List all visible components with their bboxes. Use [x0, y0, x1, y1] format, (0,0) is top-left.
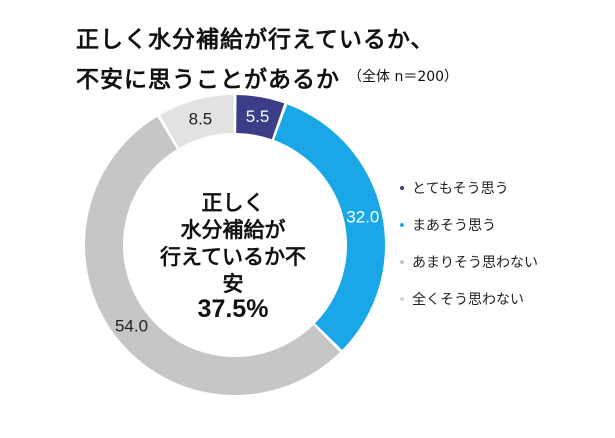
donut-center-caption: 正しく水分補給が行えているか不安: [150, 190, 316, 298]
title-line-2: 不安に思うことがあるか: [76, 67, 340, 93]
chart-title: 正しく水分補給が行えているか、 不安に思うことがあるか （全体 n＝200）: [0, 0, 615, 100]
legend-item-1: とてもそう思う: [400, 178, 605, 198]
data-label-slice-2: 32.0: [346, 207, 379, 226]
donut-center-value: 37.5%: [197, 295, 269, 323]
legend-bullet-icon: [400, 297, 404, 301]
legend-item-3: あまりそう思わない: [400, 252, 605, 272]
legend-label: まあそう思う: [412, 218, 496, 234]
title-line-1: 正しく水分補給が行えているか、: [76, 27, 435, 53]
data-label-slice-3: 54.0: [115, 316, 148, 335]
legend-label: とてもそう思う: [412, 181, 509, 197]
donut-slices: [84, 95, 386, 396]
legend-label: あまりそう思わない: [412, 255, 538, 271]
legend-item-2: まあそう思う: [400, 215, 605, 235]
chart-subtitle: （全体 n＝200）: [348, 69, 459, 85]
legend-bullet-icon: [400, 223, 404, 227]
donut-slice-labels: 5.5 32.0 54.0 8.5: [115, 107, 379, 335]
donut-slice-2: [274, 104, 386, 350]
data-label-slice-1: 5.5: [246, 107, 270, 126]
chart-legend: とてもそう思う まあそう思うあまりそう思わない 全くそう思わない: [400, 178, 605, 326]
center-caption-line-1: 正しく: [201, 191, 265, 215]
legend-label: 全くそう思わない: [412, 292, 524, 308]
donut-slice-1: [236, 95, 285, 140]
data-label-slice-4: 8.5: [189, 110, 213, 129]
legend-bullet-icon: [400, 186, 404, 190]
legend-item-4: 全くそう思わない: [400, 289, 605, 309]
center-caption-line-2: 水分補給が: [180, 218, 286, 242]
donut-slice-3: [84, 116, 340, 396]
donut-slice-4: [160, 95, 234, 149]
center-caption-line-3: 行えているか不安: [160, 245, 306, 296]
legend-bullet-icon: [400, 260, 404, 264]
